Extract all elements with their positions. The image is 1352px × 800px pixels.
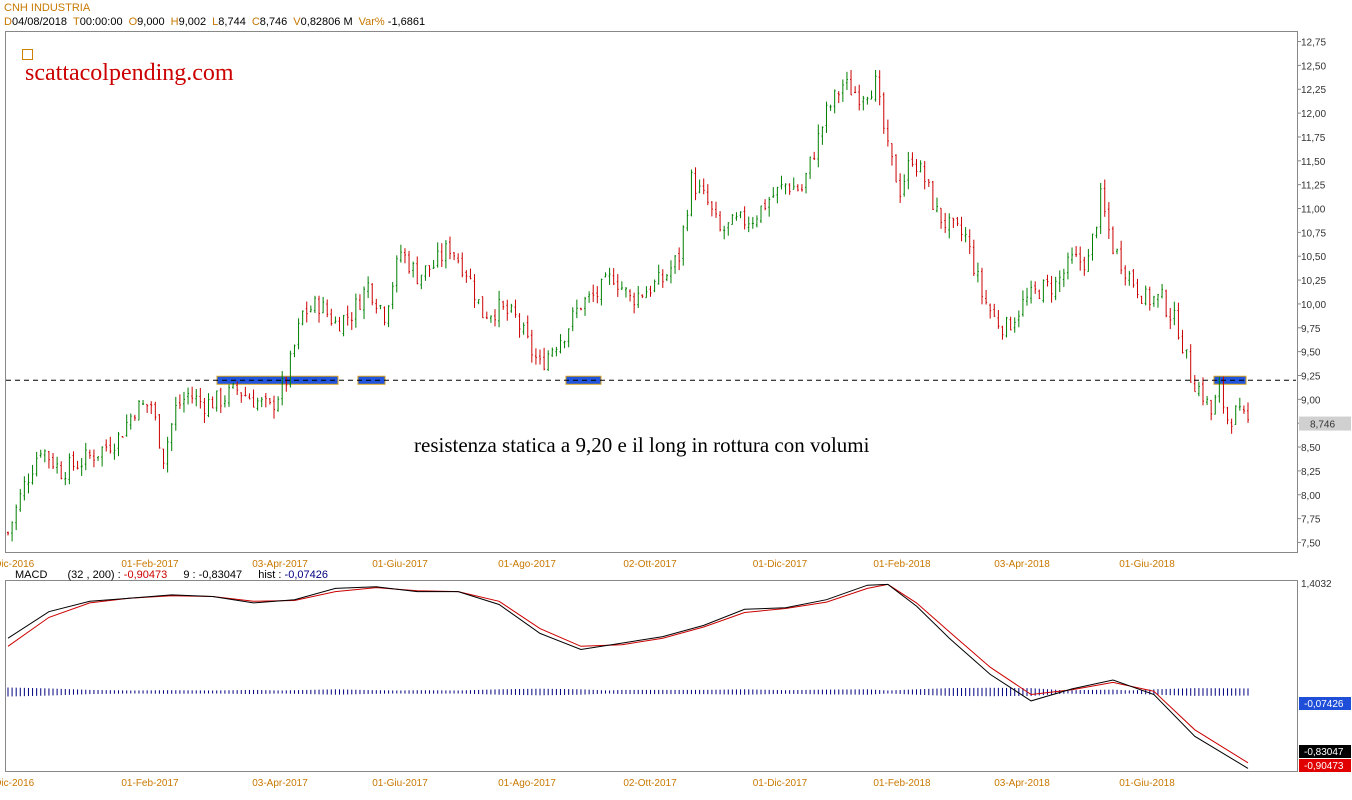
watermark-box-icon bbox=[22, 49, 33, 60]
price-tick-label: 10,50 bbox=[1301, 252, 1326, 263]
macd-line bbox=[7, 583, 1249, 769]
price-tick-label: 8,50 bbox=[1301, 443, 1321, 454]
date-tick-label: 03-Apr-2017 bbox=[252, 559, 308, 570]
macd-value-box-label: -0,90473 bbox=[1304, 761, 1344, 772]
macd-value: -0,90473 bbox=[123, 569, 168, 581]
price-tick-label: 9,75 bbox=[1301, 324, 1321, 335]
macd-header: MACD (32 , 200) : -0,90473 9 : -0,83047 … bbox=[15, 569, 328, 581]
date-tick-label: 01-Feb-2018 bbox=[873, 559, 931, 570]
price-tick-label: 9,25 bbox=[1301, 371, 1321, 382]
macd-params: (32 , 200) bbox=[67, 569, 115, 581]
resistance-highlight-box bbox=[357, 375, 386, 385]
date-axis-top: 01-Dic-2016 01-Feb-2017 03-Apr-2017 01-Giu-… bbox=[0, 559, 1175, 570]
hist-value-box bbox=[1299, 697, 1351, 710]
ohlc-value-2: 9,000 bbox=[137, 16, 165, 28]
date-tick-label: 01-Feb-2018 bbox=[873, 778, 931, 789]
price-tick-label: 11,75 bbox=[1301, 133, 1326, 144]
date-tick-label: 01-Giu-2017 bbox=[372, 778, 428, 789]
instrument-title: CNH INDUSTRIA bbox=[4, 2, 91, 14]
hist-value: -0,07426 bbox=[284, 569, 328, 581]
signal-value-box-label: -0,83047 bbox=[1304, 747, 1344, 758]
date-tick-label: 01-Dic-2017 bbox=[753, 778, 808, 789]
price-tick-label: 11,00 bbox=[1301, 205, 1326, 216]
ohlc-value-0: 04/08/2018 bbox=[11, 16, 68, 28]
price-plot-frame bbox=[5, 31, 1298, 553]
price-tick-label: 10,00 bbox=[1301, 300, 1326, 311]
price-tick-label: 12,75 bbox=[1301, 38, 1326, 49]
macd-signal-line bbox=[7, 583, 1249, 764]
date-tick-label: 02-Ott-2017 bbox=[623, 778, 677, 789]
price-tick-label: 12,00 bbox=[1301, 109, 1326, 120]
ohlc-label-1: T bbox=[73, 16, 80, 28]
resistance-highlights bbox=[216, 375, 1247, 385]
hist-value-box-label: -0,07426 bbox=[1304, 699, 1344, 710]
ohlc-label-7: Var% bbox=[358, 16, 385, 28]
ohlc-label-6: V bbox=[293, 16, 301, 28]
price-axis-ticks: 12,75 12,50 12,25 12,00 11,75 11,50 11,25 11,00… bbox=[1297, 38, 1326, 549]
price-tick-label: 11,25 bbox=[1301, 181, 1326, 192]
price-tick-label: 12,50 bbox=[1301, 61, 1326, 72]
price-tick-label: 10,25 bbox=[1301, 276, 1326, 287]
date-axis-bottom: 01-Dic-2016 01-Feb-2017 03-Apr-2017 01-Giu-… bbox=[0, 778, 1175, 789]
signal-label: 9 bbox=[183, 569, 190, 581]
ohlc-value-4: 8,744 bbox=[218, 16, 246, 28]
signal-value-box bbox=[1299, 745, 1351, 758]
date-tick-label: 01-Giu-2018 bbox=[1119, 559, 1175, 570]
ohlc-value-5: 8,746 bbox=[259, 16, 288, 28]
last-price-marker: 8,746 bbox=[1299, 416, 1351, 431]
price-tick-label: 9,00 bbox=[1301, 395, 1321, 406]
date-tick-label: 01-Dic-2017 bbox=[753, 559, 808, 570]
last-price-box bbox=[1299, 416, 1351, 431]
date-tick-label: 01-Ago-2017 bbox=[498, 778, 556, 789]
macd-axis-label: 1,4032 bbox=[1301, 579, 1332, 590]
price-tick-label: 11,50 bbox=[1301, 157, 1326, 168]
ohlc-label-0: D bbox=[4, 16, 12, 28]
date-tick-label: 01-Giu-2017 bbox=[372, 559, 428, 570]
date-tick-label: 01-Ago-2017 bbox=[498, 559, 556, 570]
ohlc-label-3: H bbox=[170, 16, 179, 28]
macd-histogram bbox=[7, 687, 1249, 697]
ohlc-value-7: -1,6861 bbox=[384, 16, 426, 28]
macd-plot-frame bbox=[5, 580, 1298, 772]
date-tick-label: 01-Dic-2016 bbox=[0, 559, 35, 570]
macd-label: MACD bbox=[15, 569, 48, 581]
ohlc-value-6: 0,82806 M bbox=[300, 16, 353, 28]
date-tick-label: 03-Apr-2018 bbox=[994, 778, 1050, 789]
date-tick-label: 01-Giu-2018 bbox=[1119, 778, 1175, 789]
date-tick-label: 01-Dic-2016 bbox=[0, 778, 35, 789]
price-tick-label: 8,25 bbox=[1301, 467, 1321, 478]
watermark-text: scattacolpending.com bbox=[25, 60, 234, 86]
last-price-label: 8,746 bbox=[1310, 420, 1335, 431]
ohlc-readout: D04/08/2018 T00:00:00 O9,000 H9,002 L8,744 C8… bbox=[4, 16, 431, 28]
ohlc-label-2: O bbox=[128, 16, 138, 28]
price-tick-label: 9,50 bbox=[1301, 348, 1321, 359]
hist-label: hist bbox=[258, 569, 276, 581]
price-tick-label: 8,00 bbox=[1301, 491, 1321, 502]
signal-value: -0,83047 bbox=[198, 569, 243, 581]
ohlc-value-1: 00:00:00 bbox=[79, 16, 123, 28]
price-tick-label: 7,50 bbox=[1301, 538, 1321, 549]
candlestick-series bbox=[7, 69, 1249, 542]
macd-value-box bbox=[1299, 759, 1351, 772]
price-tick-label: 12,25 bbox=[1301, 85, 1326, 96]
ohlc-label-5: C bbox=[251, 16, 260, 28]
price-tick-label: 7,75 bbox=[1301, 515, 1321, 526]
date-tick-label: 02-Ott-2017 bbox=[623, 559, 677, 570]
date-tick-label: 01-Feb-2017 bbox=[121, 559, 179, 570]
date-tick-label: 01-Feb-2017 bbox=[121, 778, 179, 789]
price-tick-label: 10,75 bbox=[1301, 228, 1326, 239]
chart-annotation: resistenza statica a 9,20 e il long in r… bbox=[414, 433, 870, 457]
ohlc-value-3: 9,002 bbox=[178, 16, 207, 28]
macd-value-labels: 1,4032 -0,07426 -0,83047 -0,90473 bbox=[1299, 579, 1351, 772]
date-tick-label: 03-Apr-2018 bbox=[994, 559, 1050, 570]
date-tick-label: 03-Apr-2017 bbox=[252, 778, 308, 789]
ohlc-label-4: L bbox=[212, 16, 219, 28]
